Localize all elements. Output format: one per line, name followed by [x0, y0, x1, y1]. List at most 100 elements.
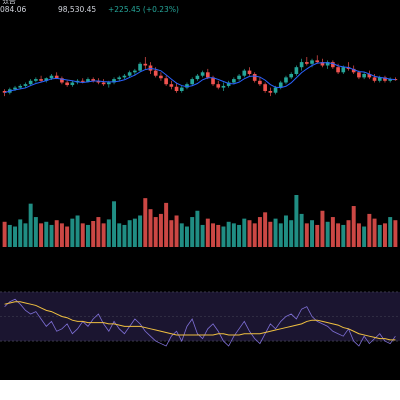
volume-bar	[169, 220, 174, 247]
candles-layer	[2, 55, 398, 97]
candle-body	[44, 78, 49, 81]
candle-body	[65, 82, 69, 86]
candle-body	[242, 70, 247, 76]
volume-bar	[18, 219, 23, 247]
candle-body	[174, 86, 179, 91]
volume-bar	[39, 223, 44, 247]
volume-bar	[263, 212, 268, 247]
candle-body	[127, 72, 132, 76]
volume-bar	[388, 217, 393, 247]
candle-body	[39, 79, 43, 81]
candle-body	[179, 87, 184, 91]
candle-body	[357, 72, 361, 78]
volume-bar	[101, 223, 106, 247]
candle-body	[304, 62, 309, 64]
candle-body	[211, 77, 215, 85]
candle-body	[310, 60, 314, 64]
volume-bar	[13, 226, 18, 247]
candle-body	[18, 85, 23, 88]
candle-body	[221, 85, 226, 88]
candle-body	[86, 79, 90, 82]
volume-bar	[65, 226, 70, 247]
candle-body	[185, 84, 189, 88]
candle-body	[148, 65, 153, 71]
candle-body	[190, 79, 195, 85]
candle-body	[362, 74, 366, 78]
candle-body	[2, 91, 7, 93]
header-change-value: +225.45 (+0.23%)	[108, 5, 179, 14]
candle-body	[268, 91, 273, 93]
volume-bar	[91, 221, 96, 247]
candle-body	[117, 77, 122, 80]
header-open-value: 084.06	[0, 5, 26, 14]
volume-bar	[257, 217, 262, 247]
volume-bar	[112, 201, 117, 247]
volume-bar	[367, 213, 372, 247]
volume-bar	[221, 226, 226, 247]
volume-bar	[200, 224, 205, 247]
volume-bar	[252, 223, 257, 247]
candle-body	[320, 62, 325, 66]
volume-bar	[247, 220, 252, 247]
candle-body	[112, 79, 116, 83]
chart-panel[interactable]: 084.06 98,530.45 +225.45 (+0.23%) 했음	[0, 0, 400, 380]
candle-body	[49, 75, 54, 79]
price-chart[interactable]: 084.06 98,530.45 +225.45 (+0.23%) 했음	[0, 0, 400, 380]
volume-bar	[148, 209, 153, 247]
candle-body	[294, 67, 299, 74]
candle-body	[23, 84, 28, 86]
volume-bar	[341, 224, 346, 247]
volume-bar	[85, 224, 90, 247]
volume-bar	[96, 217, 101, 247]
volume-bar	[304, 223, 309, 247]
candle-body	[169, 84, 174, 87]
candle-body	[372, 77, 377, 81]
candle-body	[299, 62, 304, 68]
candle-body	[336, 67, 340, 73]
volume-bar	[362, 226, 367, 247]
volume-bar	[294, 195, 299, 247]
volume-bar	[190, 217, 195, 247]
header-app-label: 했음	[2, 0, 16, 5]
volume-bar	[122, 224, 127, 247]
volume-bar	[315, 224, 320, 247]
candle-body	[315, 60, 320, 63]
volume-bar	[184, 226, 189, 247]
volume-bar	[325, 221, 330, 247]
volume-bar	[211, 223, 216, 247]
volume-bar	[299, 213, 304, 247]
volume-bar	[289, 220, 294, 247]
candle-body	[70, 82, 75, 86]
candle-body	[34, 79, 38, 81]
candle-body	[60, 78, 64, 83]
candle-body	[80, 80, 85, 82]
volume-bar	[164, 202, 169, 247]
candle-body	[393, 79, 398, 81]
volume-bar	[179, 223, 184, 247]
volume-bar	[356, 223, 361, 247]
rsi-moving-average-line	[4, 301, 396, 341]
candle-body	[216, 84, 221, 88]
volume-bar	[70, 218, 75, 247]
volume-layer	[2, 195, 398, 247]
volume-bar	[346, 220, 351, 247]
volume-bar	[268, 221, 273, 247]
volume-bar	[132, 218, 137, 247]
volume-bar	[330, 217, 335, 247]
volume-bar	[393, 220, 398, 247]
candle-body	[143, 63, 148, 66]
volume-bar	[377, 224, 382, 247]
candle-body	[96, 80, 101, 83]
volume-bar	[138, 215, 143, 247]
volume-bar	[372, 218, 377, 247]
volume-bar	[242, 218, 247, 247]
volume-bar	[283, 215, 288, 247]
volume-bar	[23, 223, 28, 247]
candle-body	[284, 77, 288, 83]
volume-bar	[174, 215, 179, 247]
candle-body	[263, 84, 267, 91]
volume-bar	[382, 223, 387, 247]
candle-body	[377, 77, 382, 81]
volume-bar	[143, 198, 148, 247]
